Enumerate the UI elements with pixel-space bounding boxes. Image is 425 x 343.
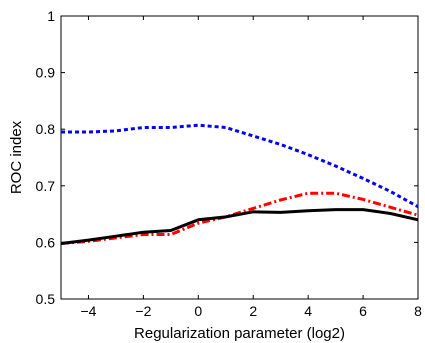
x-axis-title: Regularization parameter (log2) [134,325,345,342]
x-tick-label: 2 [249,303,257,319]
series-line-3 [60,208,419,245]
y-tick-label: 1 [47,8,55,24]
x-tick-label: 4 [304,303,312,319]
x-tick-label: 0 [194,303,202,319]
x-tick-label: 6 [359,303,367,319]
y-tick-label: 0.6 [36,234,56,250]
axes-box [60,15,419,300]
series-layer [60,123,419,245]
tick-layer: −4 −2 0 2 4 6 8 0.5 0.6 0.7 0.8 0.9 1 [36,8,423,319]
y-tick-label: 0.7 [36,178,56,194]
x-tick-label: 8 [414,303,422,319]
plot-area [60,15,419,300]
y-axis-title: ROC index [8,120,25,194]
x-tick-label: −4 [80,303,96,319]
y-tick-label: 0.9 [36,65,56,81]
series-line-1 [61,123,419,209]
y-tick-label: 0.8 [36,121,56,137]
series-line-2 [60,191,419,245]
y-tick-label: 0.5 [36,291,56,307]
x-tick-label: −2 [135,303,151,319]
